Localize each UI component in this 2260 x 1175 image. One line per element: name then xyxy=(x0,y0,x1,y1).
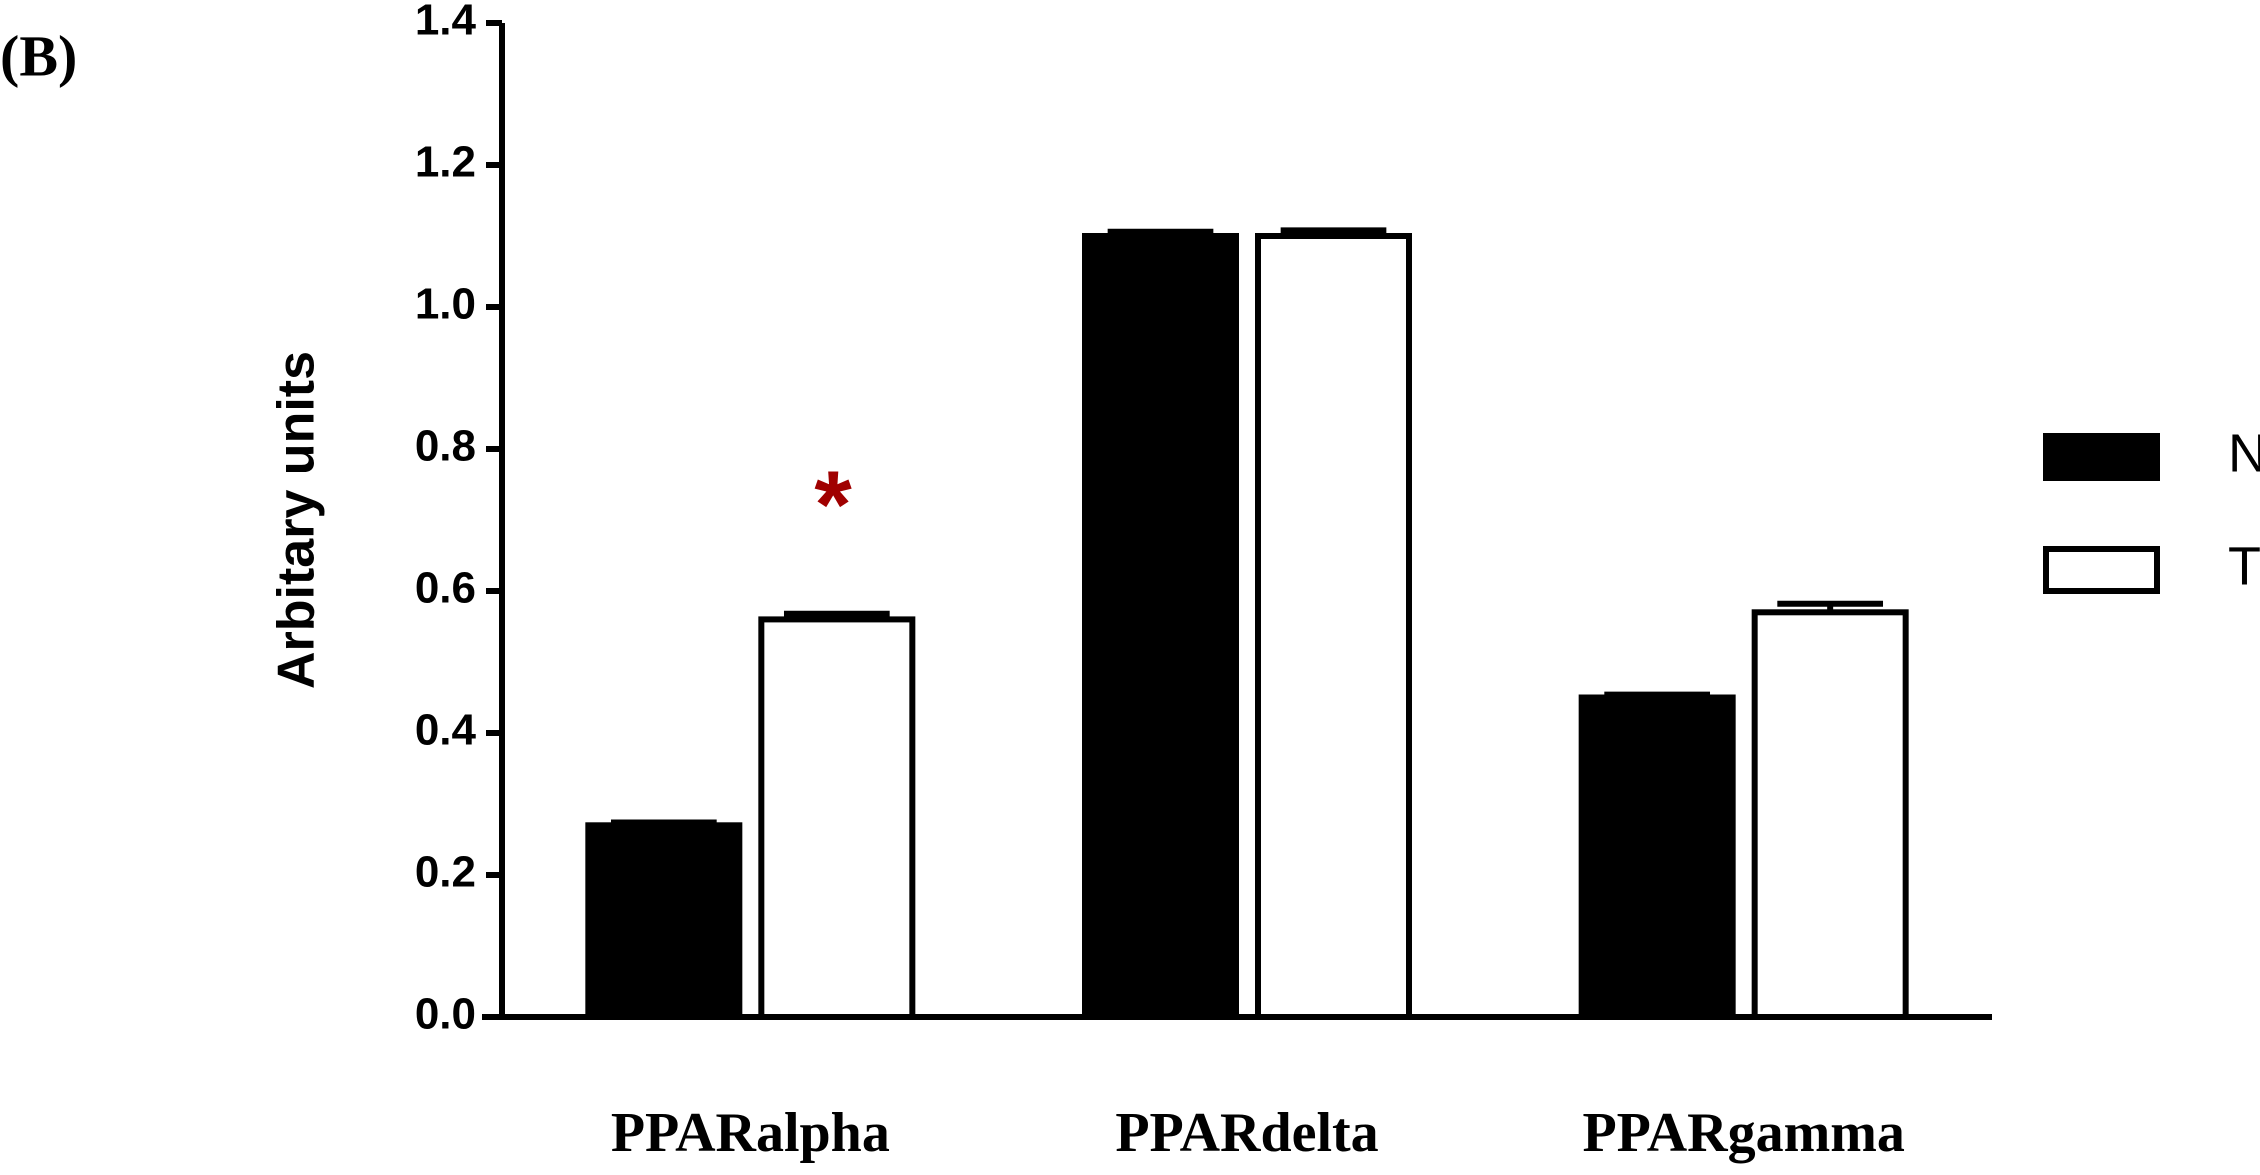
y-tick-label: 1.2 xyxy=(415,138,476,187)
legend-label: NT xyxy=(2228,423,2260,483)
x-tick-label: PPARdelta xyxy=(1115,1102,1378,1164)
x-tick-label: PPARalpha xyxy=(611,1102,890,1164)
y-tick-label: 0.8 xyxy=(415,422,476,471)
x-tick-label: PPARgamma xyxy=(1582,1102,1904,1164)
y-tick-label: 0.0 xyxy=(415,990,476,1039)
bar xyxy=(1578,694,1736,1020)
annotation: * xyxy=(814,451,852,558)
y-axis-label: Arbitary units xyxy=(268,351,326,689)
bar xyxy=(1751,609,1909,1020)
panel-label: (B) xyxy=(0,23,77,88)
bar xyxy=(1255,233,1412,1020)
bar xyxy=(1082,233,1239,1020)
legend-swatch xyxy=(2043,546,2160,594)
y-tick-label: 1.0 xyxy=(415,280,476,329)
y-tick-label: 1.4 xyxy=(415,0,477,45)
legend-label: T xyxy=(2228,536,2260,596)
bar xyxy=(758,616,916,1021)
y-tick-label: 0.2 xyxy=(415,848,476,897)
legend-swatch xyxy=(2043,433,2160,481)
bar xyxy=(585,822,743,1020)
y-tick-label: 0.6 xyxy=(415,564,476,613)
y-tick-label: 0.4 xyxy=(415,706,477,755)
